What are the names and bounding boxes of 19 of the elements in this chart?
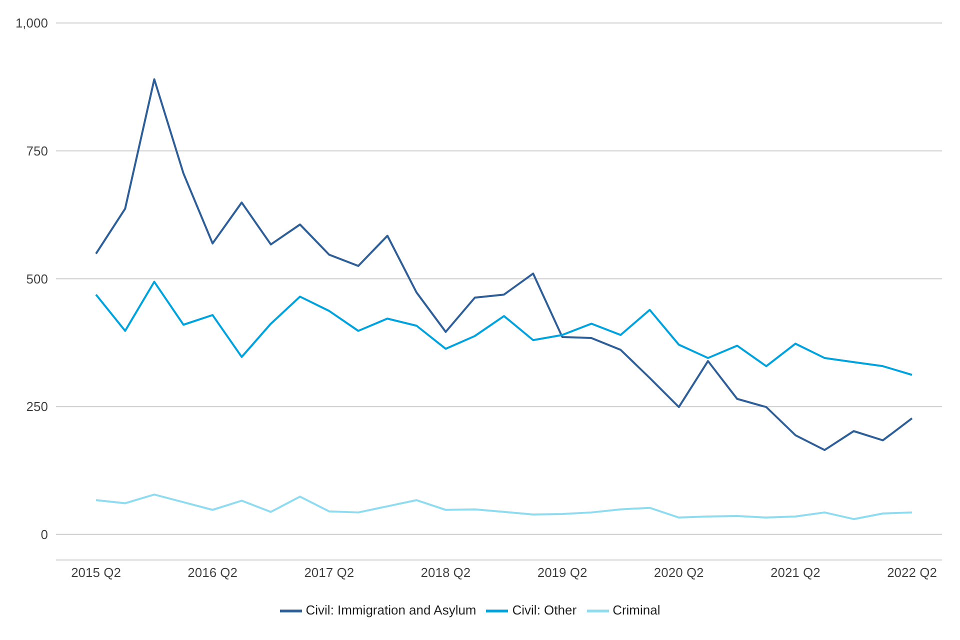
line-series	[95, 280, 913, 376]
x-tick-label: 2015 Q2	[71, 565, 121, 580]
y-tick-label: 500	[26, 271, 48, 286]
x-tick-label: 2018 Q2	[420, 565, 471, 580]
line-series	[95, 78, 913, 452]
legend-label: Civil: Immigration and Asylum	[306, 602, 476, 618]
x-tick-label: 2022 Q2	[887, 565, 937, 580]
line-series	[95, 494, 913, 520]
legend-label: Civil: Other	[512, 602, 577, 618]
y-tick-label: 1,000	[15, 16, 48, 31]
legend-label: Criminal	[612, 602, 660, 618]
x-tick-label: 2019 Q2	[537, 565, 588, 580]
y-tick-label: 250	[26, 399, 48, 414]
y-tick-label: 750	[26, 143, 48, 158]
y-tick-label: 0	[40, 527, 48, 542]
x-tick-label: 2021 Q2	[770, 565, 820, 580]
x-tick-label: 2017 Q2	[304, 565, 354, 580]
x-tick-label: 2016 Q2	[188, 565, 238, 580]
x-tick-label: 2020 Q2	[654, 565, 704, 580]
